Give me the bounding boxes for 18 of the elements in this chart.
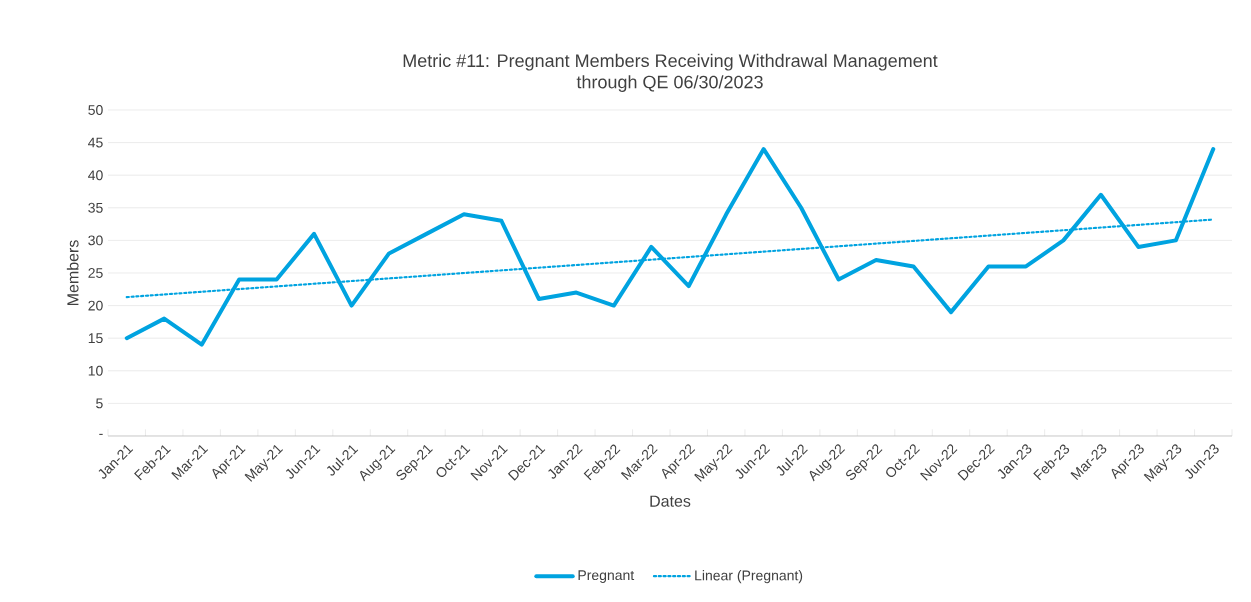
y-tick-label: 30	[88, 235, 103, 246]
y-axis-title: Members	[66, 240, 79, 306]
y-tick-label: 10	[88, 365, 103, 376]
chart-subtitle: through QE 06/30/2023	[576, 75, 763, 92]
y-tick-label: 5	[96, 398, 103, 409]
y-tick-label: 20	[88, 300, 103, 311]
y-tick-label: 45	[88, 137, 103, 148]
y-tick-label: 15	[88, 333, 103, 344]
chart-title: Metric #11: Pregnant Members Receiving Withdrawal Management	[403, 53, 938, 71]
y-tick-label: 25	[88, 268, 103, 278]
y-tick-label: 40	[88, 170, 103, 181]
legend-label: Linear (Pregnant)	[695, 570, 803, 584]
legend-label: Pregnant	[578, 570, 635, 583]
x-axis-title: Dates	[650, 495, 691, 507]
y-tick-label: -	[99, 433, 103, 435]
y-tick-label: 50	[88, 105, 103, 115]
line-series	[124, 147, 1216, 347]
y-tick-label: 35	[88, 202, 103, 213]
